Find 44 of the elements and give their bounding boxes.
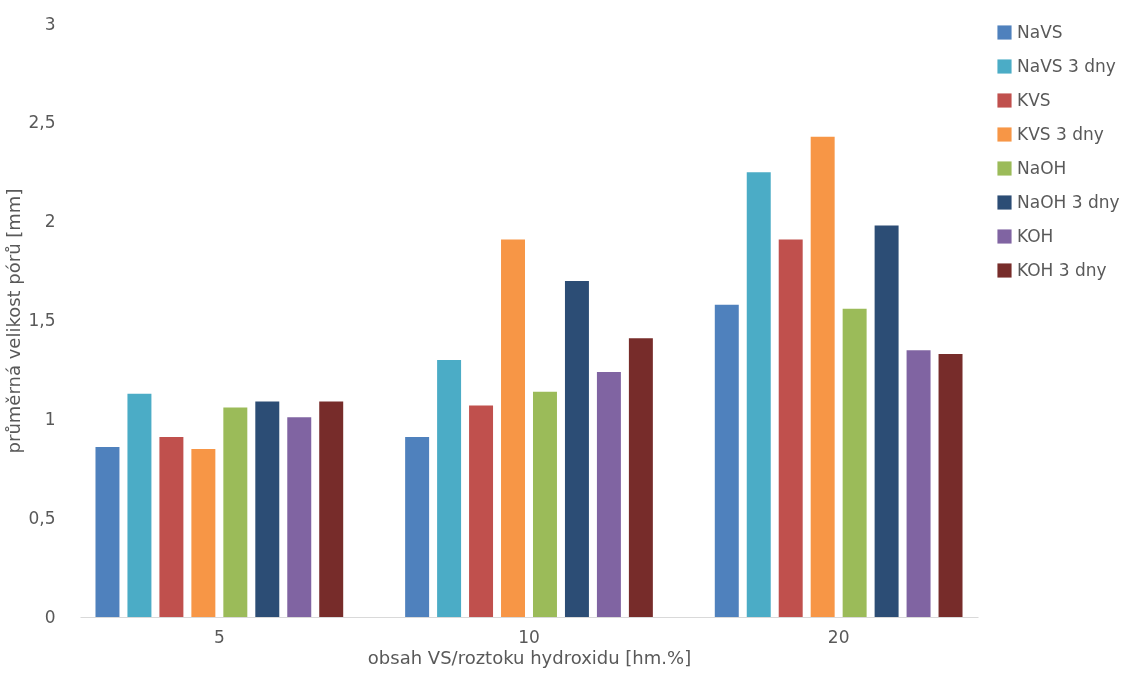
bar — [746, 172, 771, 617]
bar — [223, 407, 248, 617]
y-tick-label: 2 — [44, 211, 56, 232]
bar — [810, 136, 835, 617]
bar — [778, 239, 803, 617]
bar — [191, 448, 216, 617]
bar — [938, 354, 963, 617]
y-tick-label: 0,5 — [28, 507, 56, 528]
legend-label: KVS — [1017, 89, 1051, 110]
bar — [533, 391, 557, 617]
x-axis-title: obsah VS/roztoku hydroxidu [hm.%] — [367, 646, 692, 668]
bar — [628, 338, 653, 617]
bar — [95, 447, 120, 617]
bar — [906, 350, 931, 617]
legend-label: KOH — [1017, 225, 1054, 246]
bar — [287, 417, 312, 617]
bar — [159, 437, 184, 617]
bar — [469, 405, 494, 617]
bar — [596, 371, 621, 617]
x-tick-label: 20 — [827, 626, 850, 647]
legend-label: NaOH 3 dny — [1017, 191, 1120, 212]
legend-label: KVS 3 dny — [1017, 123, 1104, 144]
x-tick-label: 5 — [213, 626, 225, 647]
bar — [564, 280, 589, 617]
bar — [255, 401, 280, 617]
bar — [319, 401, 344, 617]
y-axis-title: průměrná velikost pórů [mm] — [3, 188, 25, 454]
legend-label: NaVS 3 dny — [1017, 55, 1116, 76]
bar — [874, 225, 899, 617]
bar — [842, 308, 867, 617]
y-tick-label: 1 — [44, 408, 56, 429]
legend-label: NaOH — [1017, 157, 1067, 178]
bar — [127, 393, 152, 617]
y-tick-label: 2,5 — [28, 112, 56, 133]
bar — [405, 437, 430, 617]
x-tick-label: 10 — [518, 626, 540, 647]
legend-label: NaVS — [1017, 21, 1063, 42]
y-tick-label: 0 — [44, 606, 56, 627]
legend-label: KOH 3 dny — [1017, 259, 1107, 280]
y-tick-label: 3 — [44, 13, 56, 34]
bar — [714, 304, 739, 617]
bar — [437, 360, 462, 617]
bar — [501, 239, 525, 617]
y-tick-label: 1,5 — [28, 310, 56, 330]
